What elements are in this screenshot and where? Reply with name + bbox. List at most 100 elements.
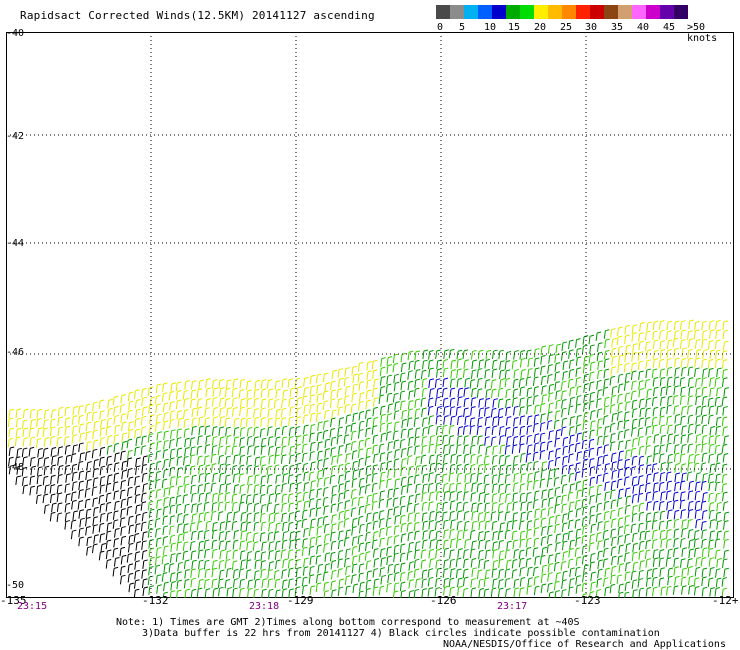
wind-barb [581, 439, 588, 450]
wind-barb [78, 527, 84, 538]
wind-barb [701, 529, 707, 539]
wind-barb [603, 378, 610, 388]
wind-barb [714, 358, 721, 369]
wind-barb [548, 469, 554, 479]
wind-barb [623, 476, 630, 486]
wind-barb [721, 350, 728, 360]
wind-barb [393, 373, 399, 384]
wind-barb [659, 349, 666, 359]
wind-barb [455, 444, 462, 454]
wind-barb [309, 394, 315, 404]
wind-barb [518, 549, 525, 560]
wind-barb [43, 465, 50, 476]
wind-barb [148, 547, 155, 558]
wind-barb [611, 385, 618, 396]
wind-barb [721, 483, 728, 493]
wind-barb [357, 361, 364, 372]
wind-barb [665, 585, 672, 596]
wind-barb [245, 494, 252, 504]
wind-barb [99, 476, 106, 486]
wind-barb [646, 568, 652, 579]
wind-barb [268, 521, 274, 532]
wind-barb [308, 574, 315, 584]
wind-barb [120, 413, 126, 423]
wind-barb [8, 446, 15, 457]
wind-barb [667, 453, 673, 464]
wind-barb [169, 504, 176, 515]
wind-barb [483, 407, 490, 417]
wind-barb [175, 503, 182, 514]
wind-barb [532, 547, 539, 557]
wind-barb [134, 523, 141, 533]
wind-barb [98, 456, 105, 467]
wind-barb [22, 408, 29, 419]
wind-barb [149, 556, 155, 567]
wind-barb [337, 586, 344, 597]
wind-barb [217, 492, 224, 503]
wind-barb [196, 406, 203, 417]
wind-barb [141, 550, 148, 560]
wind-barb [504, 529, 511, 540]
wind-barb [302, 434, 308, 444]
wind-barb [471, 540, 477, 550]
wind-barb [701, 320, 707, 331]
wind-barb [57, 406, 64, 417]
wind-barb [568, 464, 574, 474]
wind-barb [184, 464, 191, 475]
wind-barb [183, 409, 189, 419]
wind-barb [281, 425, 288, 436]
wind-barb [602, 415, 609, 425]
wind-barb [281, 512, 287, 523]
wind-barb [441, 473, 448, 484]
wind-barb [435, 530, 442, 540]
wind-barb [301, 584, 308, 595]
wind-barb [358, 523, 365, 534]
wind-barb [588, 447, 595, 458]
wind-barb [43, 409, 50, 419]
wind-barb [435, 453, 442, 464]
wind-barb [519, 530, 526, 541]
wind-barb [686, 357, 693, 368]
wind-barb [330, 436, 337, 447]
wind-barb [702, 472, 708, 483]
wind-barb [51, 455, 57, 465]
wind-barb [469, 379, 476, 389]
wind-barb [380, 432, 387, 443]
wind-barb [379, 537, 385, 548]
wind-barb [484, 539, 491, 550]
wind-barb [645, 587, 652, 597]
wind-barb [589, 476, 596, 487]
wind-barb [499, 522, 505, 532]
wind-barb [603, 425, 610, 436]
wind-barb [526, 425, 532, 435]
wind-barb [462, 587, 469, 598]
wind-barb [492, 398, 498, 408]
wind-barb [652, 358, 659, 368]
wind-barb [113, 537, 119, 548]
wind-barb [93, 534, 99, 544]
wind-barb [140, 445, 147, 455]
wind-barb [414, 530, 420, 541]
wind-barb [21, 466, 28, 477]
wind-barb [456, 368, 462, 378]
wind-barb [673, 557, 679, 568]
wind-barb [162, 545, 169, 556]
wind-barb [302, 491, 309, 502]
wind-barb [275, 522, 281, 533]
wind-barb [57, 465, 64, 475]
wind-barb [597, 455, 603, 466]
wind-barb [520, 511, 526, 522]
wind-barb [112, 519, 119, 529]
wind-barb [394, 478, 401, 488]
wind-barb [316, 431, 323, 442]
wind-barb [660, 386, 666, 397]
wind-barb [331, 514, 337, 524]
wind-barb [323, 543, 329, 553]
wind-barb [597, 540, 603, 550]
wind-barb [317, 421, 323, 431]
wind-barb [330, 389, 336, 400]
wind-barb [651, 539, 658, 549]
wind-barb [126, 496, 133, 506]
wind-barb [393, 421, 400, 431]
wind-barb [380, 357, 386, 367]
